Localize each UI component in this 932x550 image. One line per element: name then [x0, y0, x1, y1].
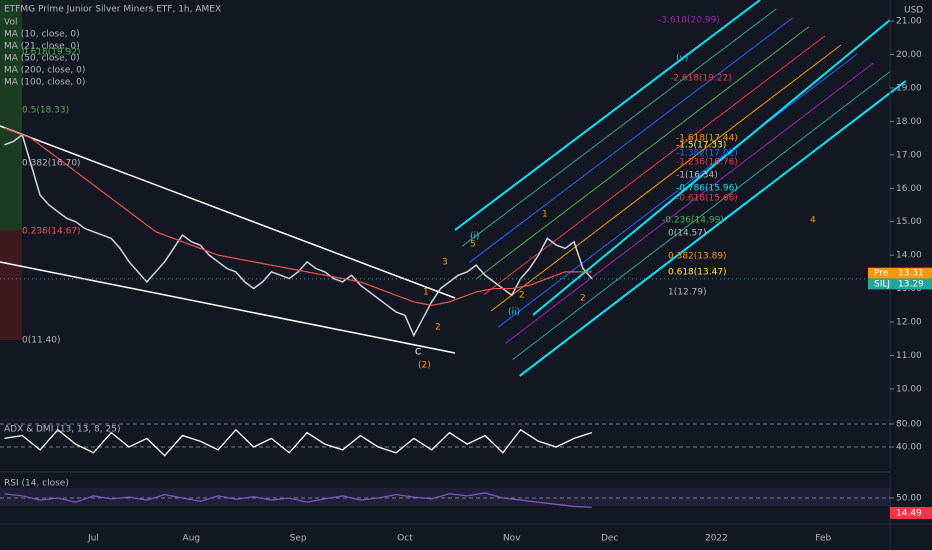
indicator-title: ADX & DMI (13, 13, 8, 25)	[4, 425, 120, 435]
x-tick-label: Sep	[290, 534, 307, 544]
annotation: -1(16.34)	[676, 171, 718, 181]
annotation: 2	[519, 291, 525, 301]
badge-value: 13.29	[898, 279, 924, 289]
x-tick-label: Dec	[601, 534, 618, 544]
legend-entry: MA (50, close, 0)	[4, 54, 80, 64]
pitchfork-line	[519, 80, 907, 377]
x-tick-label: Aug	[183, 534, 201, 544]
pitchfork-line	[512, 71, 890, 360]
x-tick-label: Oct	[397, 534, 413, 544]
y-tick-label: 15.00	[896, 217, 922, 227]
annotation: -2.618(19.22)	[670, 74, 732, 84]
annotation: -3.618(20.99)	[658, 16, 720, 26]
y-tick-label: 40.00	[896, 443, 922, 453]
channel-upper	[0, 125, 456, 299]
currency-label: USD	[904, 6, 923, 16]
badge-name: SILJ	[874, 279, 890, 289]
legend-entry: MA (100, close, 0)	[4, 78, 85, 88]
badge-label: 14.49	[896, 508, 922, 518]
annotation: 0.382(16.70)	[22, 159, 81, 169]
pitchfork-line	[469, 17, 793, 263]
x-tick-label: Feb	[815, 534, 831, 544]
pitchfork-line	[505, 62, 874, 344]
y-tick-label: 21.00	[896, 17, 922, 27]
y-tick-label: 10.00	[896, 384, 922, 394]
annotation: 2	[435, 323, 441, 333]
legend-entry: MA (21, close, 0)	[4, 42, 80, 52]
y-tick-label: 80.00	[896, 420, 922, 430]
y-tick-label: 50.00	[896, 494, 922, 504]
annotation: 1	[423, 288, 429, 298]
y-tick-label: 20.00	[896, 50, 922, 60]
annotation: -0.618(15.66)	[676, 194, 738, 204]
pitchfork-line	[461, 8, 777, 247]
annotation: -1.236(16.76)	[676, 158, 738, 168]
fib-zone-red	[0, 230, 22, 340]
y-tick-label: 18.00	[896, 117, 922, 127]
pitchfork-line	[497, 53, 858, 328]
annotation: -1.5(17.33)	[676, 141, 726, 151]
annotation: (v)	[676, 54, 688, 64]
annotation: 0.382(13.89)	[668, 252, 727, 262]
x-tick-label: Jul	[87, 534, 99, 544]
y-tick-label: 12.00	[896, 318, 922, 328]
annotation: 0.236(14.67)	[22, 227, 81, 237]
pitchfork-line	[476, 26, 809, 279]
price-badge	[868, 267, 932, 279]
price-badge	[868, 278, 932, 290]
annotation: 4	[810, 216, 816, 226]
volume-label: Vol	[4, 18, 17, 28]
annotation: 2	[580, 294, 586, 304]
y-tick-label: 16.00	[896, 184, 922, 194]
x-tick-label: Nov	[503, 534, 521, 544]
annotation: 1(12.79)	[668, 288, 707, 298]
annotation: 0.618(13.47)	[668, 268, 727, 278]
annotation: 5	[470, 240, 476, 250]
pitchfork-line	[532, 19, 891, 316]
pitchfork-line	[454, 0, 761, 231]
pitchfork	[454, 0, 907, 377]
channel-lower	[0, 261, 456, 354]
fib-zone-green	[0, 0, 22, 230]
y-tick-label: 11.00	[896, 351, 922, 361]
annotation: 3	[442, 258, 448, 268]
annotation: -1.618(17.44)	[676, 134, 738, 144]
annotation: (2)	[418, 361, 431, 371]
price-line	[4, 127, 592, 306]
annotation: 1	[542, 210, 548, 220]
indicator-title: RSI (14, close)	[4, 479, 69, 489]
annotation: (i)	[470, 232, 480, 242]
indicator-line	[4, 492, 592, 508]
price-line	[4, 133, 593, 338]
indicator-line	[4, 428, 593, 457]
badge-name: Pre	[874, 269, 889, 279]
annotation: -1.382(17.02)	[676, 149, 738, 159]
annotation: (ii)	[508, 308, 520, 318]
annotation: 0.618(19.92)	[22, 48, 81, 58]
pitchfork-line	[490, 44, 842, 312]
rsi-band	[0, 488, 890, 506]
annotation: 0.5(18.33)	[22, 106, 69, 116]
y-tick-label: 19.00	[896, 83, 922, 93]
x-tick-label: 2022	[705, 534, 728, 544]
annotation: 0(14.57)	[668, 229, 707, 239]
badge-value: 13.31	[898, 269, 924, 279]
legend-entry: MA (10, close, 0)	[4, 30, 80, 40]
legend-entry: MA (200, close, 0)	[4, 66, 85, 76]
annotation: -0.236(14.99)	[662, 216, 724, 226]
annotation: -0.786(15.96)	[676, 184, 738, 194]
annotation: C	[415, 348, 421, 358]
annotation: 0(11.40)	[22, 336, 61, 346]
chart-title: ETFMG Prime Junior Silver Miners ETF, 1h…	[4, 5, 221, 15]
y-tick-label: 17.00	[896, 150, 922, 160]
y-tick-label: 14.00	[896, 251, 922, 261]
value-badge	[890, 506, 932, 519]
